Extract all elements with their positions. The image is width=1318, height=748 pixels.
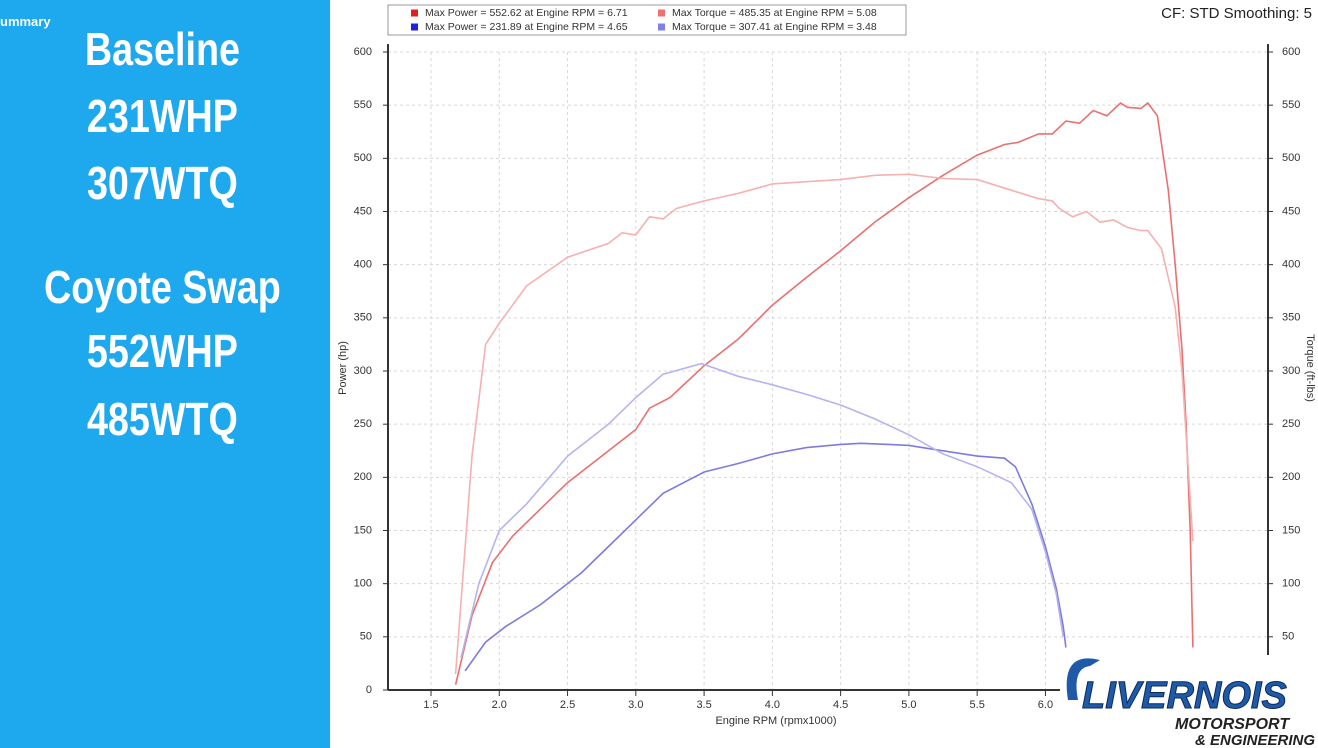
legend-box (387, 4, 907, 36)
y2-tick-label: 150 (1282, 524, 1300, 536)
logo: LIVERNOIS MOTORSPORT & ENGINEERING (1050, 654, 1318, 748)
sidebar: ummary Baseline 231WHP 307WTQ Coyote Swa… (0, 0, 330, 748)
summary-line: 307WTQ (86, 157, 238, 209)
y2-tick-label: 50 (1282, 631, 1294, 643)
legend-swatch (411, 23, 418, 31)
summary-line: Baseline (84, 23, 240, 75)
y-tick-label: 150 (354, 524, 372, 536)
x-tick-label: 5.0 (901, 699, 916, 711)
y-tick-label: 600 (354, 46, 372, 58)
y2-tick-label: 400 (1282, 259, 1300, 271)
y2-tick-label: 300 (1282, 365, 1300, 377)
logo-bg (1050, 654, 1318, 748)
y-tick-label: 500 (354, 152, 372, 164)
series-line (460, 362, 1064, 659)
y2-tick-label: 250 (1282, 418, 1300, 430)
y-axis-label: Power (hp) (337, 341, 349, 395)
series-line (464, 442, 1067, 672)
legend-label: Max Torque = 307.41 at Engine RPM = 3.48 (672, 21, 877, 33)
summary-line: Coyote Swap (43, 261, 281, 313)
x-tick-label: 4.5 (833, 699, 848, 711)
series-line (454, 173, 1194, 675)
x-axis-label: Engine RPM (rpmx1000) (715, 715, 836, 727)
y-tick-label: 0 (366, 684, 372, 696)
y-tick-label: 200 (354, 471, 372, 483)
y-tick-label: 550 (354, 99, 372, 111)
y-tick-label: 250 (354, 418, 372, 430)
x-tick-label: 5.5 (970, 699, 985, 711)
y2-tick-label: 500 (1282, 152, 1300, 164)
y2-axis-label: Torque (ft-lbs) (1304, 334, 1316, 402)
y-tick-label: 300 (354, 365, 372, 377)
legend-label: Max Torque = 485.35 at Engine RPM = 5.08 (672, 7, 877, 19)
y-tick-label: 450 (354, 205, 372, 217)
x-tick-label: 6.0 (1038, 699, 1053, 711)
tab-label: ummary (0, 14, 51, 29)
y-tick-label: 50 (360, 631, 372, 643)
y2-tick-label: 600 (1282, 46, 1300, 58)
y-tick-label: 350 (354, 312, 372, 324)
logo-name: LIVERNOIS (1082, 675, 1287, 717)
settings-label: CF: STD Smoothing: 5 (1161, 5, 1312, 22)
summary-line: 231WHP (86, 90, 238, 142)
legend-swatch (411, 9, 418, 17)
y-tick-label: 400 (354, 259, 372, 271)
summary-line: 485WTQ (86, 393, 238, 445)
x-tick-label: 3.5 (696, 699, 711, 711)
legend-swatch (658, 23, 665, 31)
legend-label: Max Power = 552.62 at Engine RPM = 6.71 (425, 7, 628, 19)
summary-line: 552WHP (86, 325, 238, 377)
plot: 0 50 100 150 200 250 300 350 400 450 500 550 600 50 10… (354, 44, 1300, 711)
y2-tick-label: 550 (1282, 99, 1300, 111)
logo-line: MOTORSPORT (1175, 716, 1290, 733)
x-tick-label: 3.0 (628, 699, 643, 711)
y-tick-label: 100 (354, 578, 372, 590)
x-tick-label: 4.0 (765, 699, 780, 711)
x-tick-label: 1.5 (423, 699, 438, 711)
y2-tick-label: 350 (1282, 312, 1300, 324)
y2-tick-label: 450 (1282, 205, 1300, 217)
y2-tick-label: 100 (1282, 578, 1300, 590)
x-tick-label: 2.0 (492, 699, 507, 711)
x-tick-label: 2.5 (560, 699, 575, 711)
y2-tick-label: 200 (1282, 471, 1300, 483)
series-line (454, 101, 1194, 685)
logo-line: & ENGINEERING (1195, 732, 1315, 748)
legend-label: Max Power = 231.89 at Engine RPM = 4.65 (425, 21, 628, 33)
logo-swoosh (1066, 658, 1100, 700)
legend-swatch (658, 9, 665, 17)
